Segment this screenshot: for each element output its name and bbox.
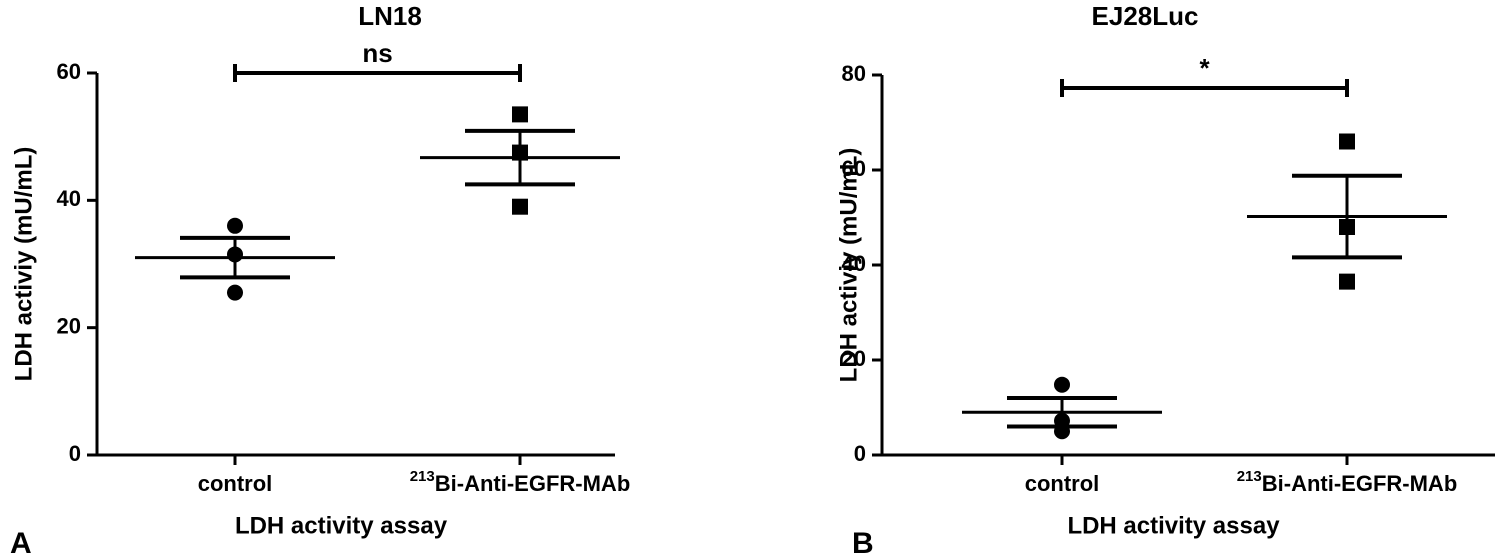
y-tick-label: 40	[842, 251, 866, 276]
y-tick-label: 80	[842, 61, 866, 86]
x-axis-label: LDH activity assay	[1067, 512, 1280, 539]
y-tick-label: 0	[854, 441, 866, 466]
y-tick-label: 20	[57, 313, 81, 338]
y-tick-label: 40	[57, 186, 81, 211]
data-point	[227, 284, 243, 301]
panel-label: B	[852, 527, 874, 558]
significance-label: *	[1199, 53, 1210, 83]
chart-title: EJ28Luc	[1092, 1, 1199, 31]
y-axis-label: LDH activiy (mU/mL)	[835, 148, 862, 383]
significance-label: ns	[362, 38, 392, 68]
y-tick-label: 60	[57, 59, 81, 84]
x-tick-label: 213Bi-Anti-EGFR-MAb	[410, 468, 631, 496]
y-tick-label: 0	[69, 441, 81, 466]
y-tick-label: 20	[842, 346, 866, 371]
chart-title: LN18	[358, 1, 422, 31]
data-point	[1054, 376, 1070, 393]
panel-label: A	[10, 527, 32, 558]
y-axis-label: LDH activiy (mU/mL)	[10, 147, 37, 382]
data-point	[512, 106, 528, 123]
data-point	[512, 198, 528, 215]
data-point	[1339, 273, 1355, 290]
data-point	[227, 217, 243, 234]
y-tick-label: 60	[842, 156, 866, 181]
x-tick-label: 213Bi-Anti-EGFR-MAb	[1237, 468, 1458, 496]
x-axis-label: LDH activity assay	[235, 512, 448, 539]
x-tick-label: control	[1025, 471, 1100, 496]
data-point	[1339, 133, 1355, 150]
x-tick-label: control	[198, 471, 273, 496]
